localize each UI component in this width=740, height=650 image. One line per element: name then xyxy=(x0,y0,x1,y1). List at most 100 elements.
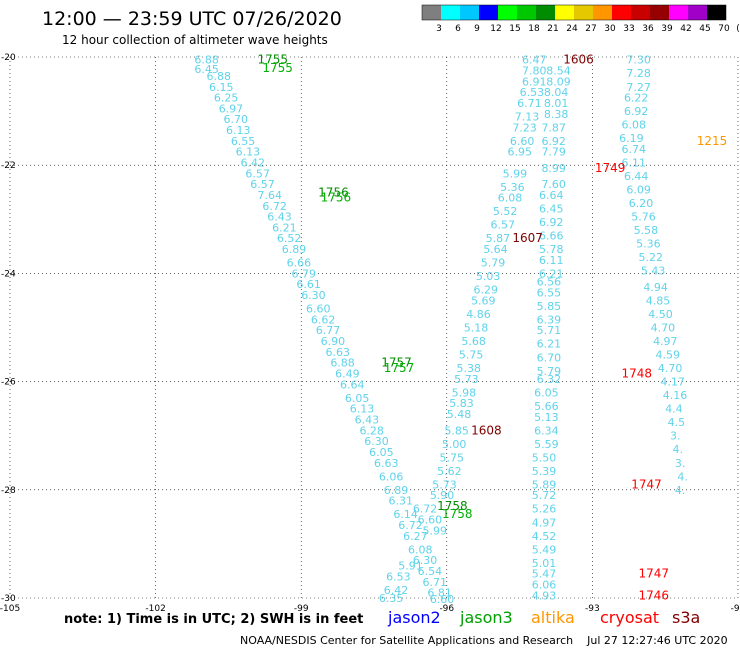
time-label: 1748 xyxy=(622,366,653,380)
swh-value: 5.49 xyxy=(532,543,557,556)
swh-value: 6.52 xyxy=(277,232,302,245)
time-label: 1749 xyxy=(595,161,626,175)
swh-value: 6.89 xyxy=(384,484,409,497)
swh-value: 5.64 xyxy=(483,243,508,256)
swh-value: 5.03 xyxy=(476,270,501,283)
swh-value: 7.27 xyxy=(626,81,651,94)
swh-value: 5.98 xyxy=(452,386,477,399)
swh-value: 5.43 xyxy=(641,265,666,278)
swh-value: 6.39 xyxy=(537,313,562,326)
swh-value: 6.63 xyxy=(325,346,350,359)
scale-label: 30 xyxy=(604,24,616,34)
swh-value: 3. xyxy=(670,430,681,443)
swh-value: 5.52 xyxy=(493,205,518,218)
swh-value: 6.64 xyxy=(340,378,365,391)
time-label: 1747 xyxy=(631,477,662,491)
swh-value: 6.55 xyxy=(231,135,256,148)
y-tick-label: -24 xyxy=(1,269,16,279)
swh-value: 6.42 xyxy=(384,584,409,597)
swh-value: 5.66 xyxy=(534,400,559,413)
swh-value: 5.79 xyxy=(537,365,562,378)
chart-title: 12:00 — 23:59 UTC 07/26/2020 xyxy=(42,8,342,30)
time-label: 1757 xyxy=(381,356,412,370)
swh-value: 5.79 xyxy=(481,257,506,270)
swh-value: 6.97 xyxy=(219,102,244,115)
swh-value: 6.34 xyxy=(534,424,559,437)
swh-value: 4.5 xyxy=(668,416,686,429)
x-tick-label: -93 xyxy=(585,604,600,614)
swh-value: 6.60 xyxy=(510,135,534,148)
swh-value: 8.04 xyxy=(544,86,569,99)
swh-value: 5.75 xyxy=(440,451,465,464)
swh-value: 5.73 xyxy=(454,373,479,386)
scale-label: 36 xyxy=(642,24,654,34)
swh-value: 6.90 xyxy=(321,335,346,348)
swh-value: 6.71 xyxy=(517,97,542,110)
swh-value: 6.35 xyxy=(379,592,404,605)
swh-value: 4.97 xyxy=(653,335,678,348)
swh-value: 5.58 xyxy=(634,224,659,237)
swh-value: 6.21 xyxy=(537,338,562,351)
swh-value: 6.06 xyxy=(379,470,404,483)
swh-value: 6.15 xyxy=(209,81,234,94)
swh-value: 5.01 xyxy=(532,557,557,570)
swh-value: 4.17 xyxy=(660,376,685,389)
swh-value: 4.85 xyxy=(646,294,671,307)
scale-swatch xyxy=(650,5,669,20)
swh-value: 6.13 xyxy=(350,403,375,416)
swh-value: 6.60 xyxy=(430,593,455,606)
swh-value: 6.11 xyxy=(622,156,647,169)
swh-value: 6.57 xyxy=(250,178,274,191)
legend-altika: altika xyxy=(531,608,575,627)
swh-value: 5.85 xyxy=(444,424,469,437)
swh-value: 5.87 xyxy=(486,232,511,245)
scale-label: 12 xyxy=(490,24,501,34)
scale-label: 27 xyxy=(585,24,596,34)
scale-label: 9 xyxy=(474,24,480,34)
legend-s3a: s3a xyxy=(672,608,701,627)
swh-value: 5.89 xyxy=(532,478,557,491)
swh-value: 6.53 xyxy=(520,86,545,99)
swh-value: 6.47 xyxy=(522,54,547,67)
swh-value: 5.75 xyxy=(459,349,484,362)
swh-value: 6.72 xyxy=(398,519,423,532)
swh-value: 5.62 xyxy=(437,465,462,478)
swh-value: 5.99 xyxy=(423,524,448,537)
swh-value: 5.38 xyxy=(457,362,482,375)
swh-value: 6.05 xyxy=(345,392,370,405)
x-tick-label: -99 xyxy=(294,604,309,614)
swh-value: 6.88 xyxy=(207,70,232,83)
scale-label: 3 xyxy=(436,24,442,34)
swh-value: 7.80 xyxy=(522,65,547,78)
time-label: 1756 xyxy=(321,191,352,205)
swh-value: 6.30 xyxy=(301,289,326,302)
swh-value: 6.92 xyxy=(541,135,566,148)
swh-value: 4.93 xyxy=(532,589,557,602)
y-tick-label: -30 xyxy=(1,594,16,604)
chart-subtitle: 12 hour collection of altimeter wave hei… xyxy=(62,33,328,47)
swh-value: 3. xyxy=(675,457,686,470)
x-tick-label: -96 xyxy=(439,604,454,614)
swh-value: 5.36 xyxy=(636,238,661,251)
swh-value: 6.31 xyxy=(389,495,414,508)
y-tick-label: -26 xyxy=(1,378,16,388)
swh-value: 8.54 xyxy=(546,65,571,78)
time-label: 1215 xyxy=(697,134,728,148)
scale-swatch xyxy=(422,5,441,20)
swh-value: 6.57 xyxy=(490,219,514,232)
y-tick-label: -22 xyxy=(1,161,16,171)
swh-value: 5.18 xyxy=(464,322,489,335)
swh-value: 6.44 xyxy=(624,170,649,183)
swh-value: 6.70 xyxy=(537,351,562,364)
swh-value: 5.78 xyxy=(539,243,564,256)
swh-value: 6.79 xyxy=(291,267,316,280)
time-label: 1755 xyxy=(258,53,289,67)
swh-value: 6.66 xyxy=(539,230,564,243)
swh-value: 6.13 xyxy=(236,146,261,159)
swh-value: 6.13 xyxy=(226,124,251,137)
swh-value: 4.16 xyxy=(663,389,688,402)
swh-value: 5.13 xyxy=(534,411,559,424)
swh-value: 6.55 xyxy=(537,286,562,299)
swh-value: 5.00 xyxy=(442,438,467,451)
time-label: 1758 xyxy=(442,507,473,521)
